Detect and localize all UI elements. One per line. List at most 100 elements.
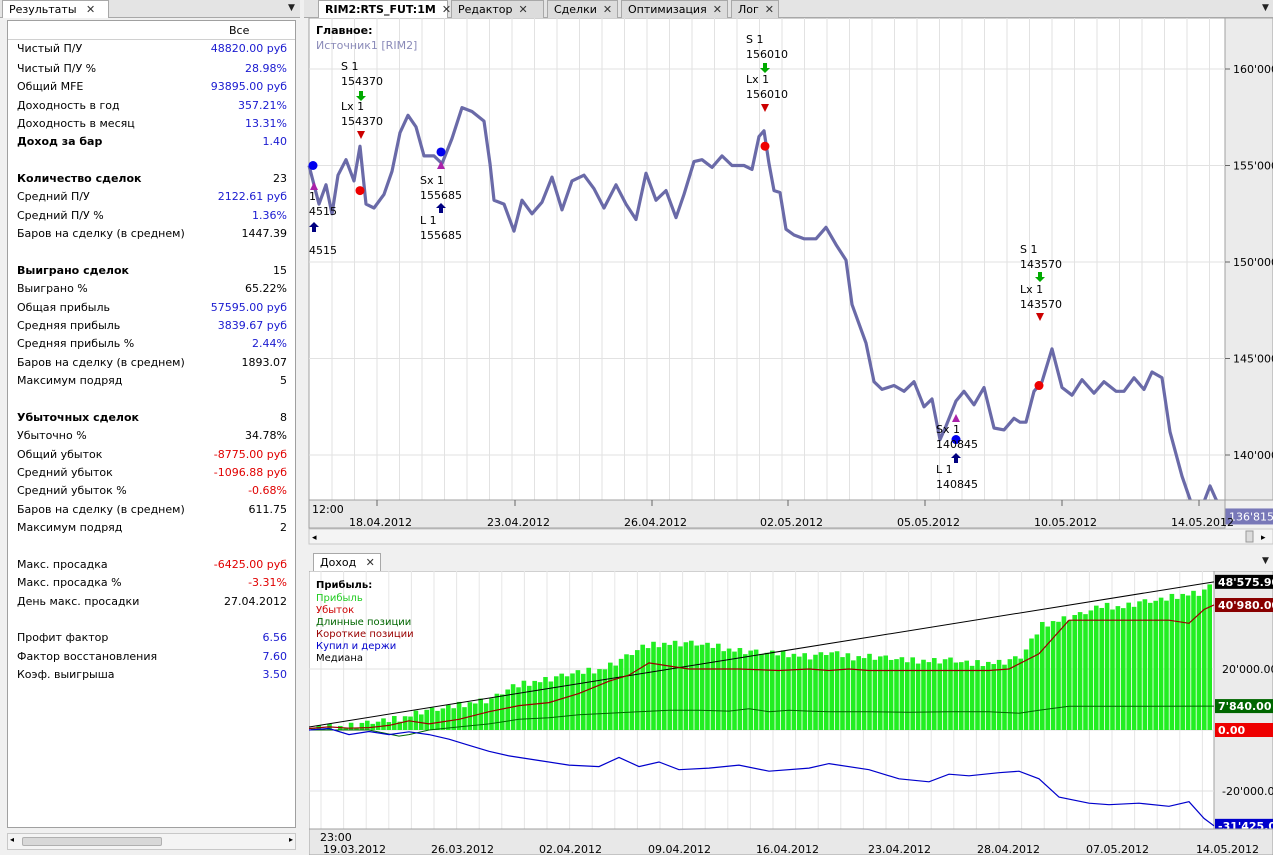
profit-bar <box>926 662 932 730</box>
marker-label: 155685 <box>420 229 462 242</box>
close-icon[interactable]: ✕ <box>764 3 774 16</box>
horizontal-scrollbar[interactable]: ◂ ▸ <box>7 833 296 850</box>
scroll-thumb[interactable] <box>22 837 162 846</box>
profit-bar <box>440 708 446 730</box>
income-tabbar: Доход ✕ ▼ <box>304 553 1273 571</box>
tab-income-label: Доход <box>320 556 357 569</box>
tab-2[interactable]: Сделки ✕ <box>547 0 618 18</box>
profit-bar <box>737 648 743 730</box>
profit-bar <box>1013 656 1018 730</box>
tab-label: RIM2:RTS_FUT:1M <box>325 3 436 16</box>
profit-bar <box>1180 593 1185 730</box>
dropdown-arrow-icon[interactable]: ▼ <box>288 3 295 13</box>
stat-label: Выиграно сделок <box>17 264 130 277</box>
trade-dot <box>355 186 365 196</box>
stat-row: Количество сделок 23 <box>17 170 287 188</box>
stat-row: Средний П/У 2122.61 руб <box>17 188 287 206</box>
income-legend-item: Длинные позиции <box>316 617 411 628</box>
close-icon[interactable]: ✕ <box>86 3 96 16</box>
profit-bar <box>1040 621 1045 730</box>
dropdown-arrow-icon[interactable]: ▼ <box>1262 556 1269 566</box>
profit-bar <box>629 655 635 730</box>
stat-row: Выиграно % 65.22% <box>17 280 287 298</box>
tab-1[interactable]: Редактор ✕ <box>451 0 544 18</box>
profit-bar <box>710 647 716 730</box>
scroll-left-icon[interactable]: ◂ <box>312 533 317 543</box>
stat-row: День макс. просадки 27.04.2012 <box>17 593 287 611</box>
y-tick-label: 140'000 <box>1233 449 1273 462</box>
close-icon[interactable]: ✕ <box>712 3 722 16</box>
profit-bar <box>651 641 656 730</box>
profit-bar <box>705 642 710 730</box>
tab-0[interactable]: RIM2:RTS_FUT:1M ✕ <box>318 0 452 18</box>
stat-label: Средний убыток % <box>17 484 127 497</box>
profit-bar <box>451 708 456 730</box>
profit-bar <box>969 665 975 730</box>
profit-bar <box>699 644 705 730</box>
profit-bar <box>462 707 467 730</box>
tab-3[interactable]: Оптимизация ✕ <box>621 0 728 18</box>
profit-bar <box>1148 602 1153 730</box>
profit-bar <box>1045 626 1050 730</box>
stat-value: 1893.07 <box>241 356 288 369</box>
stat-label: Средняя прибыль % <box>17 337 135 350</box>
profit-bar <box>1121 608 1126 730</box>
marker-label: Sx 1 <box>936 423 960 436</box>
tab-results[interactable]: Результаты ✕ <box>2 0 109 18</box>
stat-row: Выиграно сделок 15 <box>17 262 287 280</box>
close-icon[interactable]: ✕ <box>365 556 375 569</box>
profit-bar <box>856 656 861 730</box>
dropdown-arrow-icon[interactable]: ▼ <box>1262 3 1269 13</box>
signal-triangle <box>1036 313 1044 321</box>
stat-value: -8775.00 руб <box>213 448 287 461</box>
x-tick-label: 02.05.2012 <box>760 516 823 529</box>
y-tick-label: 150'000 <box>1233 256 1273 269</box>
profit-bar <box>1029 638 1034 730</box>
marker-label: 140845 <box>936 438 978 451</box>
close-icon[interactable]: ✕ <box>518 3 528 16</box>
scroll-left-icon[interactable]: ◂ <box>10 835 15 844</box>
chart-scrollbar[interactable] <box>308 528 1273 545</box>
close-icon[interactable]: ✕ <box>441 3 452 16</box>
stat-value: 28.98% <box>245 62 287 75</box>
profit-bar <box>554 676 559 730</box>
y-tick-label: 145'000 <box>1233 353 1273 366</box>
profit-bar <box>1034 634 1040 730</box>
tab-income[interactable]: Доход ✕ <box>313 553 381 571</box>
scroll-right-icon[interactable]: ▸ <box>1261 533 1266 543</box>
price-chart[interactable]: 160'000 155'000 150'000 145'000 140'000 136'8… <box>304 18 1273 548</box>
tab-results-label: Результаты <box>9 3 77 16</box>
stat-label: Доходность в год <box>17 99 120 112</box>
stat-value: 93895.00 руб <box>210 80 287 93</box>
profit-bar <box>683 642 689 730</box>
profit-bar <box>818 652 824 730</box>
profit-bar <box>851 660 856 730</box>
marker-label: Lx 1 <box>341 100 364 113</box>
stat-value: 611.75 <box>248 503 288 516</box>
income-legend-item: Убыток <box>316 605 354 616</box>
profit-bar <box>996 659 1002 730</box>
stat-value: 57595.00 руб <box>210 301 287 314</box>
scroll-thumb[interactable] <box>1245 530 1254 543</box>
profit-bar <box>1110 609 1115 730</box>
profit-bar <box>564 676 570 730</box>
value-badge <box>1215 699 1273 714</box>
close-icon[interactable]: ✕ <box>602 3 613 16</box>
column-header-all: Все <box>229 24 250 37</box>
profit-bar <box>678 646 683 730</box>
profit-bar <box>408 716 413 730</box>
marker-label: 4515 <box>309 244 337 257</box>
stat-row: Средний убыток % -0.68% <box>17 482 287 500</box>
profit-bar <box>975 660 980 730</box>
profit-bar <box>1207 584 1212 730</box>
marker-label: Sx 1 <box>420 174 444 187</box>
long-positions-line <box>309 705 1215 737</box>
stat-label: Коэф. выигрыша <box>17 668 115 681</box>
signal-triangle <box>437 161 445 169</box>
scroll-right-icon[interactable]: ▸ <box>288 835 293 844</box>
tab-4[interactable]: Лог ✕ <box>731 0 779 18</box>
value-badge-label: 40'980.00 <box>1218 599 1273 612</box>
profit-bar <box>1142 599 1148 730</box>
marker-label: Lx 1 <box>746 73 769 86</box>
